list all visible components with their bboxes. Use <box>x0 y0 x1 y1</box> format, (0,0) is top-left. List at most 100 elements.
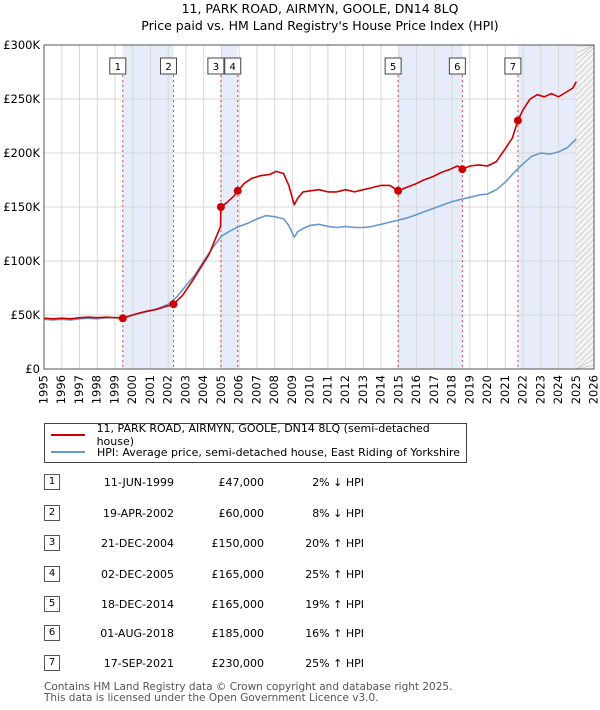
row-hpi: 25% ↑ HPI <box>305 568 364 581</box>
forecast-hatch-line <box>575 292 595 312</box>
row-price: £165,000 <box>211 598 265 611</box>
forecast-hatch-line <box>575 58 595 78</box>
forecast-hatch-line <box>575 232 595 252</box>
row-date: 17-SEP-2021 <box>103 657 174 670</box>
row-price: £165,000 <box>211 568 265 581</box>
table-row: 1 11-JUN-1999 £47,000 2% ↓ HPI <box>44 473 444 493</box>
sale-badge-box <box>207 57 225 75</box>
row-price: £60,000 <box>218 507 265 520</box>
x-tick-label: 2013 <box>356 375 370 404</box>
forecast-hatch-line <box>575 298 595 318</box>
legend-item-hpi: HPI: Average price, semi-detached house,… <box>51 444 460 460</box>
forecast-hatch-line <box>575 178 595 198</box>
x-tick-label: 2019 <box>462 375 476 404</box>
x-tick-label: 1998 <box>90 375 104 404</box>
row-badge: 4 <box>44 566 60 582</box>
x-tick-label: 2009 <box>285 375 299 404</box>
y-tick-label: £200K <box>3 146 40 160</box>
chart-subtitle: Price paid vs. HM Land Registry's House … <box>141 18 498 33</box>
forecast-hatch-line <box>575 76 595 96</box>
row-badge: 2 <box>44 505 60 521</box>
footer-copyright: Contains HM Land Registry data © Crown c… <box>44 681 453 693</box>
row-date: 21-DEC-2004 <box>100 537 174 550</box>
sale-point <box>118 314 127 323</box>
legend-swatch-property <box>51 434 85 436</box>
x-tick-label: 2002 <box>161 375 175 404</box>
x-tick-label: 1999 <box>107 375 121 404</box>
forecast-hatch-line <box>575 322 595 342</box>
x-tick-label: 2025 <box>569 375 583 404</box>
footer-licence: This data is licensed under the Open Gov… <box>44 692 379 704</box>
sale-point <box>394 186 403 195</box>
y-tick-label: £100K <box>3 254 40 268</box>
sale-badge-label: 3 <box>213 62 219 73</box>
x-tick-label: 2020 <box>480 375 494 404</box>
row-price: £150,000 <box>211 537 265 550</box>
table-row: 7 17-SEP-2021 £230,000 25% ↑ HPI <box>44 654 444 674</box>
row-price: £230,000 <box>211 657 265 670</box>
row-hpi: 16% ↑ HPI <box>305 627 364 640</box>
sale-badge-box <box>160 57 178 75</box>
y-tick-label: £50K <box>11 308 41 322</box>
forecast-hatch-line <box>575 142 595 162</box>
row-price: £185,000 <box>211 627 265 640</box>
y-tick-label: £150K <box>3 200 40 214</box>
x-tick-label: 2017 <box>427 375 441 404</box>
x-tick-label: 2016 <box>409 375 423 404</box>
sale-badge-label: 4 <box>230 62 236 73</box>
forecast-hatch-line <box>575 352 595 370</box>
x-tick-label: 2006 <box>232 375 246 404</box>
table-row: 3 21-DEC-2004 £150,000 20% ↑ HPI <box>44 534 444 554</box>
chart-title: 11, PARK ROAD, AIRMYN, GOOLE, DN14 8LQ <box>182 1 459 16</box>
x-tick-label: 2010 <box>303 375 317 404</box>
forecast-hatch-line <box>575 124 595 144</box>
row-badge: 7 <box>44 655 60 671</box>
legend-swatch-hpi <box>51 451 85 453</box>
forecast-hatch-line <box>576 44 595 60</box>
forecast-hatch-line <box>576 358 595 370</box>
sale-point <box>233 186 242 195</box>
forecast-hatch-line <box>575 268 595 288</box>
sale-badge-label: 7 <box>510 62 516 73</box>
forecast-hatch-line <box>575 208 595 228</box>
x-tick-label: 2001 <box>143 375 157 404</box>
sale-point <box>458 165 467 174</box>
forecast-hatch-line <box>575 166 595 186</box>
x-tick-label: 2014 <box>374 375 388 404</box>
footer: Contains HM Land Registry data © Crown c… <box>44 682 452 704</box>
forecast-hatch-line <box>575 118 595 138</box>
sale-point <box>216 203 225 211</box>
table-row: 4 02-DEC-2005 £165,000 25% ↑ HPI <box>44 565 444 585</box>
forecast-hatch-line <box>575 220 595 240</box>
forecast-hatch-line <box>575 88 595 108</box>
row-hpi: 25% ↑ HPI <box>305 657 364 670</box>
forecast-hatch-line <box>575 262 595 282</box>
x-tick-label: 2026 <box>587 375 600 404</box>
legend-label-property: 11, PARK ROAD, AIRMYN, GOOLE, DN14 8LQ (… <box>96 422 430 448</box>
forecast-hatch-line <box>575 196 595 216</box>
x-tick-label: 2000 <box>125 375 139 404</box>
forecast-hatch-line <box>575 202 595 222</box>
forecast-hatch-line <box>575 100 595 120</box>
x-tick-label: 1995 <box>37 375 51 404</box>
forecast-hatch-line <box>575 82 595 102</box>
table-row: 6 01-AUG-2018 £185,000 16% ↑ HPI <box>44 624 444 644</box>
sale-badge-box <box>109 57 127 75</box>
forecast-hatch-line <box>575 46 595 66</box>
sale-badge-label: 2 <box>165 62 171 73</box>
forecast-hatch-line <box>575 160 595 180</box>
forecast-hatch-line <box>575 70 595 90</box>
x-tick-label: 2023 <box>533 375 547 404</box>
forecast-hatch-line <box>576 364 595 370</box>
forecast-hatch-line <box>575 106 595 126</box>
x-tick-label: 2008 <box>267 375 281 404</box>
sale-badge-label: 1 <box>115 62 121 73</box>
forecast-hatch-line <box>575 184 595 204</box>
y-tick-label: £300K <box>3 38 40 52</box>
x-tick-label: 2005 <box>214 375 228 404</box>
forecast-hatch-line <box>575 286 595 306</box>
forecast-hatch-line <box>575 316 595 336</box>
row-date: 01-AUG-2018 <box>100 627 174 640</box>
forecast-hatch-line <box>576 44 595 54</box>
sale-badge-label: 5 <box>390 62 396 73</box>
